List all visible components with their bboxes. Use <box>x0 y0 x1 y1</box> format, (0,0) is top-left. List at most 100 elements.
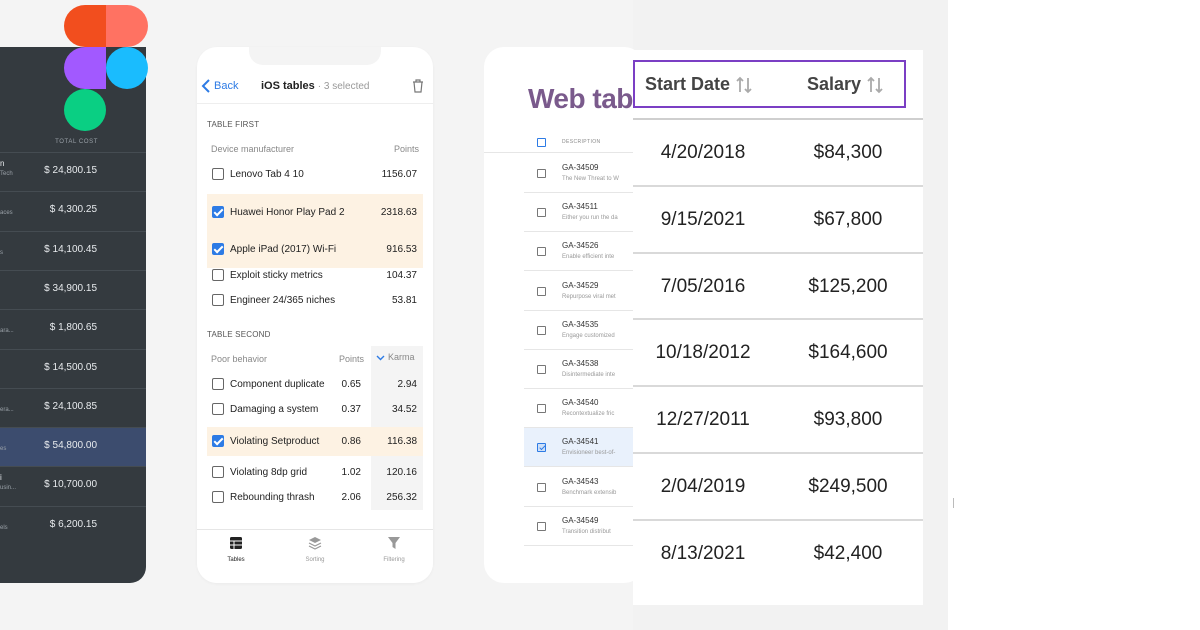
row-checkbox[interactable] <box>212 466 224 478</box>
trash-button[interactable] <box>412 79 424 98</box>
table-row[interactable]: GA-34529 Repurpose viral met <box>524 272 644 311</box>
row-total-cost: $ 1,800.65 <box>49 322 97 334</box>
figma-logo-blue <box>106 47 148 89</box>
table-row[interactable]: aces $ 4,300.25 <box>0 191 146 230</box>
page-title-text: iOS tables <box>261 80 315 92</box>
table-row[interactable]: $ 34,900.15 <box>0 269 146 309</box>
row-description: Recontextualize fric <box>562 411 615 418</box>
row-checkbox[interactable] <box>537 169 546 178</box>
col-head-karma[interactable]: Karma <box>376 352 415 362</box>
list-item[interactable]: Rebounding thrash 2.06 256.32 <box>207 485 423 510</box>
row-checkbox[interactable] <box>537 404 546 414</box>
chevron-left-icon <box>201 79 210 93</box>
start-date-column-header[interactable]: Start Date <box>645 74 752 95</box>
tab-label: Tables <box>227 557 245 563</box>
table-row[interactable]: ara... $ 1,800.65 <box>0 309 146 348</box>
col-head-points: Points <box>393 144 419 154</box>
row-checkbox[interactable] <box>537 482 546 492</box>
sort-icon <box>736 76 752 93</box>
row-checkbox[interactable] <box>212 294 224 306</box>
table-row[interactable]: GA-34541 Envisioneer best-of- <box>524 428 644 468</box>
table-row[interactable]: GA-34509 The New Threat to W <box>524 154 644 193</box>
row-checkbox[interactable] <box>537 443 546 453</box>
row-checkbox[interactable] <box>537 247 546 257</box>
row-checkbox[interactable] <box>212 269 224 281</box>
row-total-cost: $ 24,100.85 <box>44 400 97 412</box>
tab-sorting[interactable]: Sorting <box>285 536 345 563</box>
start-date-cell: 4/20/2018 <box>660 142 746 163</box>
row-checkbox[interactable] <box>212 378 224 390</box>
table-row[interactable]: GA-34538 Disintermediate inte <box>524 350 644 389</box>
row-label: Apple iPad (2017) Wi-Fi <box>230 244 337 255</box>
table-row[interactable]: 4/20/2018 $84,300 <box>633 118 923 185</box>
row-checkbox[interactable] <box>537 325 546 335</box>
salary-label: Salary <box>807 74 862 94</box>
table-row[interactable]: era... $ 24,100.85 <box>0 387 146 427</box>
row-checkbox[interactable] <box>537 208 546 218</box>
row-description: The New Threat to W <box>562 176 619 182</box>
list-item[interactable]: Huawei Honor Play Pad 2 2318.63 <box>207 194 423 231</box>
row-label: Engineer 24/365 niches <box>230 295 336 306</box>
row-total-cost: $ 54,800.00 <box>44 440 97 452</box>
tab-bar: Tables Sorting Filtering <box>197 529 433 583</box>
back-label: Back <box>214 80 239 92</box>
select-all-checkbox[interactable] <box>537 138 546 147</box>
table-row[interactable]: GA-34543 Benchmark extensib <box>524 468 644 507</box>
row-id: GA-34538 <box>562 359 599 368</box>
salary-column-header[interactable]: Salary <box>807 74 883 95</box>
table-row[interactable]: i usin... $ 10,700.00 <box>0 466 146 505</box>
row-checkbox[interactable] <box>212 435 224 447</box>
table-row[interactable]: 8/13/2021 $42,400 <box>633 518 923 586</box>
table-row[interactable]: GA-34511 Either you run the da <box>524 193 644 233</box>
row-checkbox[interactable] <box>212 243 224 255</box>
start-date-cell: 2/04/2019 <box>660 476 746 497</box>
table-row[interactable]: GA-34540 Recontextualize fric <box>524 389 644 429</box>
dark-table-panel: TOTAL COST n Tech $ 24,800.15 aces $ 4,300.2… <box>0 47 146 583</box>
list-item[interactable]: Component duplicate 0.65 2.94 <box>207 372 423 397</box>
web-table-header: DESCRIPTION <box>484 129 644 153</box>
tab-tables[interactable]: Tables <box>206 536 266 563</box>
list-item[interactable]: Lenovo Tab 4 10 1156.07 <box>207 162 423 187</box>
table-icon <box>230 537 242 549</box>
list-item[interactable]: Violating Setproduct 0.86 116.38 <box>207 427 423 456</box>
back-button[interactable]: Back <box>201 79 238 93</box>
list-item[interactable]: Damaging a system 0.37 34.52 <box>207 397 423 422</box>
row-checkbox[interactable] <box>212 491 224 503</box>
row-label: Damaging a system <box>230 404 319 415</box>
table-row[interactable]: 2/04/2019 $249,500 <box>633 452 923 519</box>
salary-cell: $125,200 <box>808 275 888 297</box>
table-row[interactable]: n Tech $ 24,800.15 <box>0 152 146 191</box>
tab-filtering[interactable]: Filtering <box>364 536 424 563</box>
table-row[interactable]: els $ 6,200.15 <box>0 505 146 545</box>
table-row[interactable]: GA-34549 Transition distribut <box>524 507 644 546</box>
row-checkbox[interactable] <box>537 365 546 374</box>
section-label-second: TABLE SECOND <box>207 330 271 339</box>
table-row[interactable]: 10/18/2012 $164,600 <box>633 318 923 385</box>
row-total-cost: $ 14,500.05 <box>44 361 97 373</box>
table-row[interactable]: es $ 54,800.00 <box>0 427 146 467</box>
list-item[interactable]: Apple iPad (2017) Wi-Fi 916.53 <box>207 231 423 268</box>
table-row[interactable]: $ 14,500.05 <box>0 348 146 388</box>
figma-logo-purple <box>64 47 106 89</box>
table-row[interactable]: 12/27/2011 $93,800 <box>633 385 923 452</box>
row-label: Component duplicate <box>230 379 325 390</box>
col-head-behavior: Poor behavior <box>211 354 268 364</box>
row-karma: 116.38 <box>387 436 417 447</box>
row-checkbox[interactable] <box>212 168 224 180</box>
list-item[interactable]: Exploit sticky metrics 104.37 <box>207 263 423 288</box>
table-row[interactable]: GA-34535 Engage customized <box>524 311 644 350</box>
table-row[interactable]: 9/15/2021 $67,800 <box>633 184 923 252</box>
tab-label: Filtering <box>383 557 405 563</box>
zoomed-table: Start Date Salary 4/20/2018 $84,300 9/15/2… <box>633 50 923 605</box>
table-row[interactable]: s $ 14,100.45 <box>0 230 146 270</box>
row-checkbox[interactable] <box>212 206 224 218</box>
row-checkbox[interactable] <box>537 521 546 531</box>
table-row[interactable]: GA-34526 Enable efficient inte <box>524 232 644 272</box>
table-row[interactable]: 7/05/2016 $125,200 <box>633 251 923 319</box>
trash-icon <box>413 79 423 93</box>
row-description: Envisioneer best-of- <box>562 450 616 457</box>
list-item[interactable]: Violating 8dp grid 1.02 120.16 <box>207 460 423 485</box>
list-item[interactable]: Engineer 24/365 niches 53.81 <box>207 288 423 313</box>
row-checkbox[interactable] <box>537 286 546 296</box>
row-checkbox[interactable] <box>212 403 224 415</box>
